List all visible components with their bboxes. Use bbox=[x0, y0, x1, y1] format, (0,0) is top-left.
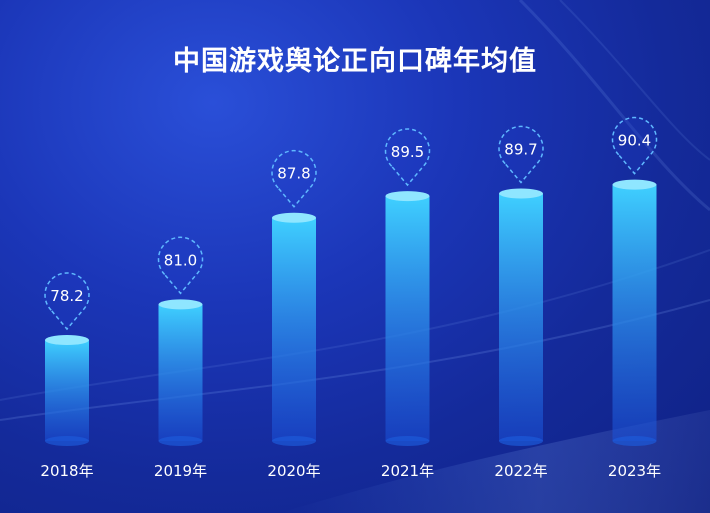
bars-group: 78.2 2018年 81.0 2019年 87.8 2020年 89.5 2021年 89.7… bbox=[40, 116, 661, 480]
data-label: 90.4 bbox=[618, 132, 651, 150]
bar bbox=[499, 193, 543, 441]
bar bbox=[612, 184, 657, 441]
bar-base bbox=[612, 436, 657, 446]
bar-group: 87.8 2020年 bbox=[267, 149, 321, 480]
x-tick-label: 2022年 bbox=[494, 462, 547, 480]
x-tick-label: 2018年 bbox=[40, 462, 93, 480]
bar-cap bbox=[612, 179, 657, 190]
data-label: 87.8 bbox=[277, 165, 310, 183]
bar-group: 81.0 2019年 bbox=[154, 236, 207, 480]
value-marker bbox=[611, 116, 658, 175]
value-marker bbox=[157, 236, 204, 295]
bar bbox=[45, 340, 89, 441]
bar-group: 89.5 2021年 bbox=[381, 128, 434, 480]
bar-group: 90.4 2023年 bbox=[608, 116, 661, 480]
value-marker bbox=[384, 128, 431, 187]
bar-group: 89.7 2022年 bbox=[494, 125, 548, 480]
bar-group: 78.2 2018年 bbox=[40, 272, 94, 480]
value-marker bbox=[498, 125, 544, 184]
bar-cap bbox=[499, 188, 543, 199]
bar-base bbox=[385, 436, 430, 446]
x-tick-label: 2023年 bbox=[608, 462, 661, 480]
bar-base bbox=[158, 436, 203, 446]
x-tick-label: 2019年 bbox=[154, 462, 207, 480]
chart-title: 中国游戏舆论正向口碑年均值 bbox=[173, 45, 537, 77]
data-label: 81.0 bbox=[164, 251, 197, 269]
data-label: 89.5 bbox=[391, 143, 424, 161]
value-marker bbox=[271, 149, 317, 208]
bar-base bbox=[499, 436, 543, 446]
bar bbox=[158, 304, 203, 441]
x-tick-label: 2021年 bbox=[381, 462, 434, 480]
bar bbox=[272, 217, 316, 441]
data-label: 89.7 bbox=[504, 141, 537, 159]
x-tick-label: 2020年 bbox=[267, 462, 320, 480]
value-marker bbox=[44, 272, 90, 331]
bar-cap bbox=[158, 299, 203, 310]
bar-cap bbox=[45, 335, 89, 346]
bar-cap bbox=[385, 191, 430, 202]
bar-base bbox=[45, 436, 89, 446]
data-label: 78.2 bbox=[50, 287, 83, 305]
bar bbox=[385, 196, 430, 441]
bar-cap bbox=[272, 212, 316, 223]
bar-base bbox=[272, 436, 316, 446]
